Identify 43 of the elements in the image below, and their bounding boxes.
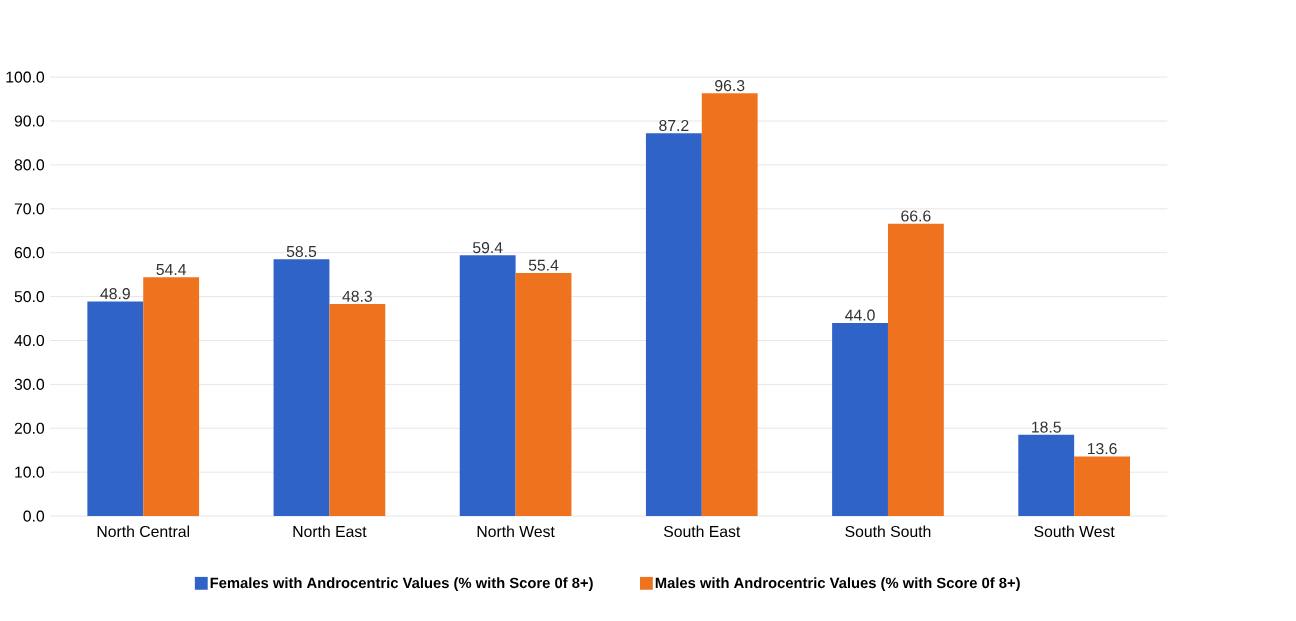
data-label: 58.5 [286,246,317,258]
y-tick-label: 50.0 [14,291,45,303]
legend-label: Males with Androcentric Values (% with Score 0f 8+) [655,577,1020,592]
data-label: 96.3 [715,80,745,92]
bar [832,322,888,517]
bar [273,259,330,517]
bar [645,133,702,517]
y-tick-label: 10.0 [15,466,45,478]
x-tick-label: South East [663,525,741,538]
bar [701,93,758,517]
data-label: 66.6 [901,210,931,222]
y-tick-label: 30.0 [14,378,45,391]
data-label: 48.3 [342,290,372,302]
data-label: 59.4 [472,242,503,254]
y-tick-label: 0.0 [23,510,45,522]
legend-label: Females with Androcentric Values (% with Score 0f 8+) [210,577,593,592]
y-tick-label: 20.0 [14,422,45,434]
bar [887,223,944,517]
bar [515,272,572,517]
x-tick-label: North Central [97,525,190,538]
data-label: 87.2 [659,120,689,132]
y-tick-label: 100.0 [6,71,45,83]
x-tick-label: North West [477,525,555,538]
bar [1074,456,1131,517]
data-label: 48.9 [100,288,130,300]
bar [329,304,386,517]
y-tick-label: 80.0 [14,159,45,171]
x-tick-label: North East [293,525,367,538]
data-label: 13.6 [1087,443,1117,455]
data-label: 55.4 [528,259,559,271]
data-label: 44.0 [845,309,875,321]
data-label: 18.5 [1032,421,1061,433]
y-tick-label: 70.0 [14,203,45,215]
y-tick-label: 90.0 [14,115,45,127]
bar [1018,434,1075,517]
x-tick-label: South South [845,525,931,538]
x-tick-label: South West [1034,525,1115,538]
bar [87,301,144,517]
data-label: 54.4 [156,264,187,276]
y-tick-label: 40.0 [14,334,45,347]
bar [459,255,516,517]
bar [143,277,200,517]
y-tick-label: 60.0 [14,247,45,259]
